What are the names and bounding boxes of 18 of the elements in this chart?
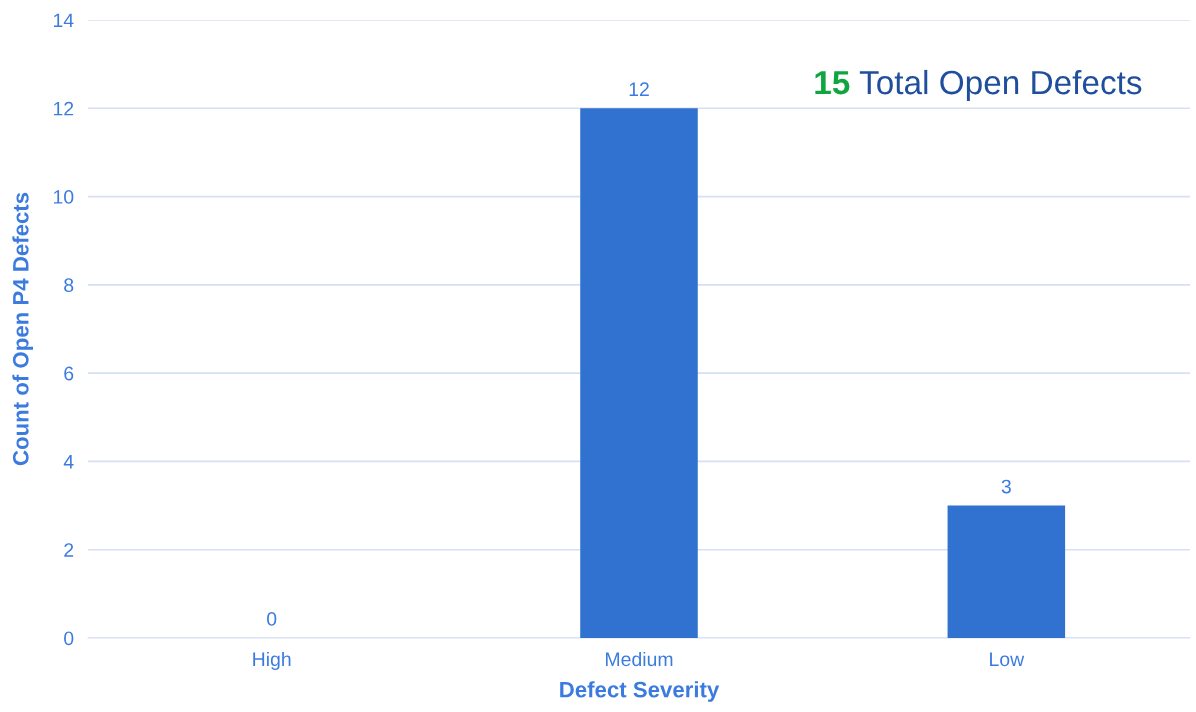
y-tick-label: 6 — [64, 366, 74, 381]
y-axis-title: Count of Open P4 Defects — [12, 192, 34, 466]
data-label: 3 — [1001, 479, 1011, 494]
y-tick-label: 14 — [53, 13, 74, 28]
x-tick-label: High — [253, 651, 291, 671]
y-tick-label: 4 — [63, 455, 74, 469]
y-tick-label: 2 — [64, 543, 74, 557]
y-tick-label: 0 — [64, 631, 74, 646]
x-tick-label: Low — [990, 652, 1025, 667]
data-label: 12 — [629, 82, 649, 96]
y-tick-label: 12 — [53, 101, 74, 116]
annotation: Total Open Defects — [859, 69, 1142, 101]
annotation: 15 — [815, 71, 850, 95]
y-tick-label: 8 — [64, 278, 74, 293]
x-tick-label: Medium — [606, 651, 673, 667]
x-axis-title: Defect Severity — [560, 681, 720, 702]
data-label: 0 — [267, 612, 277, 626]
y-tick-label: 10 — [53, 190, 74, 204]
